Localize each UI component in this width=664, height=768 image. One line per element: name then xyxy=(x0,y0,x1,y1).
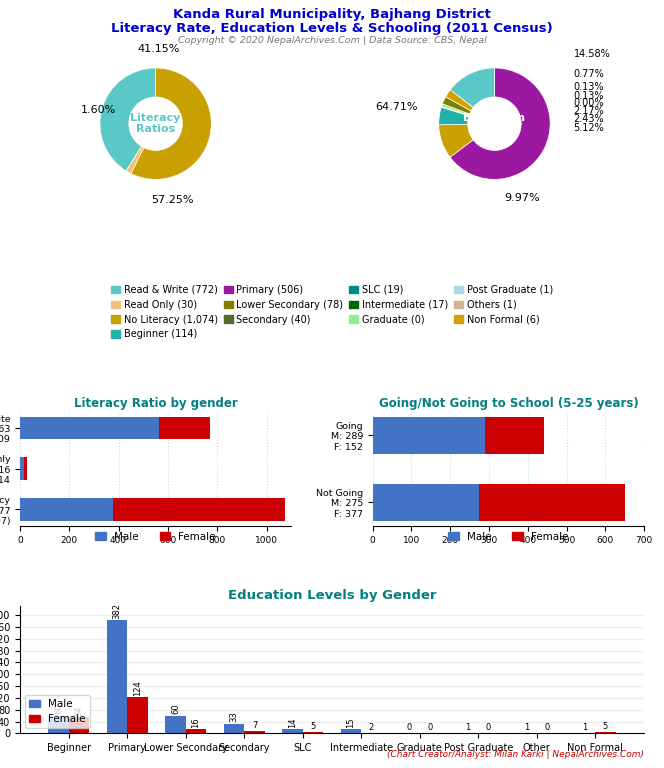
Text: 382: 382 xyxy=(112,603,122,619)
Legend: Male, Female: Male, Female xyxy=(25,695,90,728)
Text: Education
Levels: Education Levels xyxy=(463,113,525,134)
Text: 0.00%: 0.00% xyxy=(574,98,604,108)
Text: 1.60%: 1.60% xyxy=(80,104,116,114)
Text: 2.43%: 2.43% xyxy=(574,114,604,124)
Bar xyxy=(303,732,323,733)
Bar xyxy=(244,731,265,733)
Text: 5: 5 xyxy=(310,722,315,731)
Text: 33: 33 xyxy=(230,712,238,723)
Wedge shape xyxy=(442,97,471,114)
Title: Education Levels by Gender: Education Levels by Gender xyxy=(228,589,436,602)
Text: 1: 1 xyxy=(582,723,588,732)
Wedge shape xyxy=(442,104,469,114)
Wedge shape xyxy=(442,107,469,115)
Wedge shape xyxy=(442,104,469,115)
Bar xyxy=(107,621,127,733)
Bar xyxy=(186,729,207,733)
Text: 0.77%: 0.77% xyxy=(574,68,604,78)
Bar xyxy=(127,697,147,733)
Text: 2.17%: 2.17% xyxy=(574,107,604,117)
Text: 14.58%: 14.58% xyxy=(574,49,610,59)
Wedge shape xyxy=(442,107,469,116)
Wedge shape xyxy=(450,68,550,180)
Text: 14: 14 xyxy=(288,717,297,728)
Wedge shape xyxy=(439,124,473,157)
Text: 57.25%: 57.25% xyxy=(151,195,194,205)
Wedge shape xyxy=(100,68,155,171)
Text: 41.15%: 41.15% xyxy=(137,44,179,54)
Text: 124: 124 xyxy=(133,680,142,696)
Wedge shape xyxy=(446,90,473,111)
Bar xyxy=(485,416,544,454)
Wedge shape xyxy=(126,147,144,174)
Legend: Male, Female: Male, Female xyxy=(91,528,220,546)
Bar xyxy=(479,484,625,521)
Bar xyxy=(20,416,159,439)
Legend: Read & Write (772), Read Only (30), No Literacy (1,074), Beginner (114), Primary: Read & Write (772), Read Only (30), No L… xyxy=(109,283,555,341)
Bar xyxy=(69,717,89,733)
Bar xyxy=(113,498,285,521)
Wedge shape xyxy=(450,68,495,108)
Text: 64.71%: 64.71% xyxy=(375,102,418,112)
Bar xyxy=(373,416,485,454)
Title: Literacy Ratio by gender: Literacy Ratio by gender xyxy=(74,397,238,410)
Text: 1: 1 xyxy=(465,723,471,732)
Text: 5: 5 xyxy=(603,722,608,731)
Bar xyxy=(165,716,186,733)
Text: (Chart Creator/Analyst: Milan Karki | NepalArchives.Com): (Chart Creator/Analyst: Milan Karki | Ne… xyxy=(387,750,644,759)
Bar xyxy=(595,732,616,733)
Text: 2: 2 xyxy=(369,723,374,732)
Bar xyxy=(20,458,24,480)
Bar xyxy=(282,730,303,733)
Bar xyxy=(341,729,361,733)
Text: Copyright © 2020 NepalArchives.Com | Data Source: CBS, Nepal: Copyright © 2020 NepalArchives.Com | Dat… xyxy=(178,36,486,45)
Text: 9.97%: 9.97% xyxy=(505,194,540,204)
Text: 1: 1 xyxy=(524,723,529,732)
Legend: Male, Female: Male, Female xyxy=(444,528,573,546)
Text: 0.13%: 0.13% xyxy=(574,82,604,92)
Wedge shape xyxy=(439,108,469,125)
Bar xyxy=(20,498,113,521)
Text: 0: 0 xyxy=(544,723,550,732)
Bar xyxy=(24,458,27,480)
Text: Literacy
Ratios: Literacy Ratios xyxy=(130,113,181,134)
Text: 5.12%: 5.12% xyxy=(574,123,604,133)
Text: 16: 16 xyxy=(191,717,201,727)
Text: 7: 7 xyxy=(252,721,257,730)
Title: Going/Not Going to School (5-25 years): Going/Not Going to School (5-25 years) xyxy=(378,397,638,410)
Bar xyxy=(48,716,69,733)
Wedge shape xyxy=(442,106,469,115)
Text: 54: 54 xyxy=(74,706,84,717)
Text: Literacy Rate, Education Levels & Schooling (2011 Census): Literacy Rate, Education Levels & School… xyxy=(111,22,553,35)
Text: 60: 60 xyxy=(54,703,63,714)
Bar xyxy=(373,484,479,521)
Text: 0: 0 xyxy=(407,723,412,732)
Bar xyxy=(224,723,244,733)
Text: 0.13%: 0.13% xyxy=(574,91,604,101)
Text: 15: 15 xyxy=(347,717,355,728)
Text: 60: 60 xyxy=(171,703,180,714)
Text: 0: 0 xyxy=(486,723,491,732)
Text: 0: 0 xyxy=(428,723,433,732)
Bar xyxy=(159,416,210,439)
Wedge shape xyxy=(131,68,211,180)
Text: Kanda Rural Municipality, Bajhang District: Kanda Rural Municipality, Bajhang Distri… xyxy=(173,8,491,21)
